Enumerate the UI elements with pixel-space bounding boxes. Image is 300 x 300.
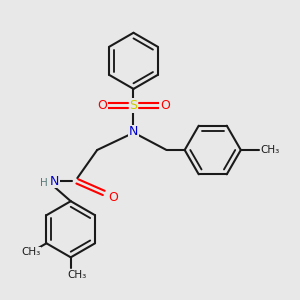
Text: CH₃: CH₃: [260, 145, 280, 155]
Text: O: O: [97, 99, 107, 112]
Text: H: H: [40, 178, 48, 188]
Text: N: N: [50, 175, 60, 188]
Text: CH₃: CH₃: [68, 271, 87, 281]
Text: O: O: [109, 191, 118, 204]
Text: O: O: [160, 99, 170, 112]
Text: CH₃: CH₃: [21, 248, 40, 257]
Text: S: S: [130, 99, 137, 112]
Text: N: N: [129, 125, 138, 138]
